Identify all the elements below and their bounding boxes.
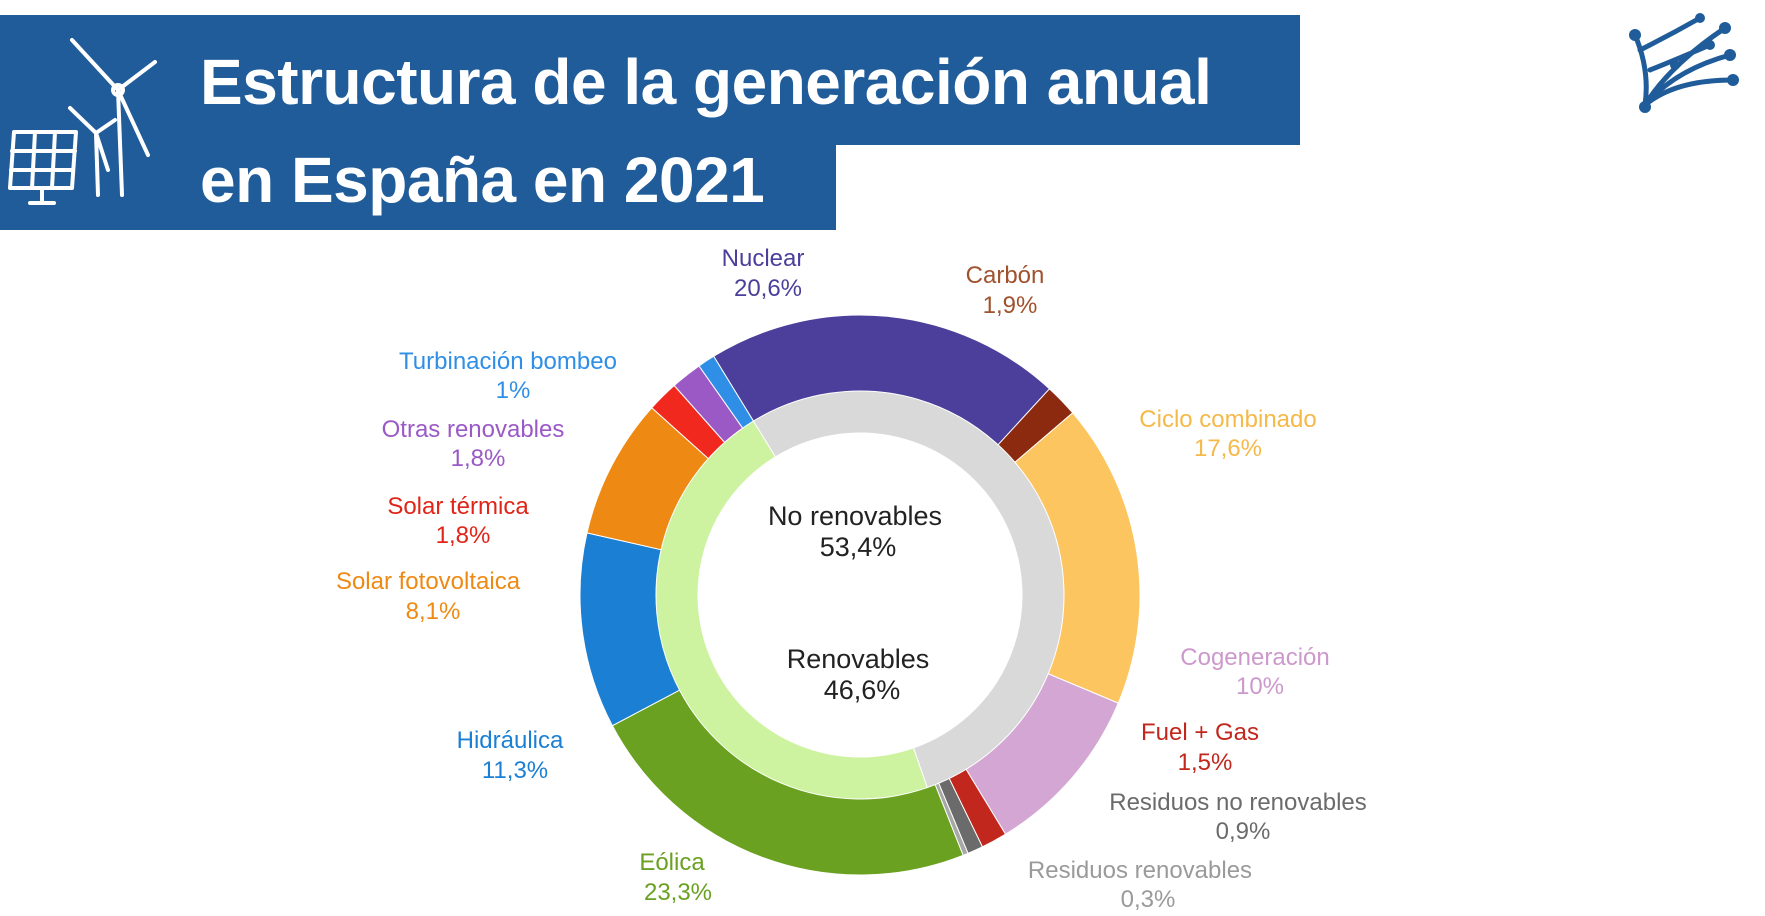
- label-cogeneracion-name: Cogeneración: [1180, 644, 1329, 671]
- label-fuelgas-value: 1,5%: [1178, 749, 1233, 776]
- label-solar-fv-value: 8,1%: [406, 598, 461, 625]
- slice-labels: Nuclear 20,6% Carbón 1,9% Ciclo combinad…: [336, 245, 1367, 913]
- label-solar-termica-name: Solar térmica: [387, 493, 529, 520]
- label-ciclo-name: Ciclo combinado: [1139, 406, 1316, 433]
- label-otras-renov-value: 1,8%: [451, 445, 506, 472]
- label-solar-termica-value: 1,8%: [436, 522, 491, 549]
- center-renovables-value: 46,6%: [824, 675, 901, 705]
- label-residuos-renov-value: 0,3%: [1121, 886, 1176, 913]
- label-hidraulica-value: 11,3%: [482, 757, 548, 784]
- label-cogeneracion-value: 10%: [1236, 673, 1284, 700]
- title-banner-lower: [0, 140, 836, 230]
- page-title-line2: en España en 2021: [200, 144, 765, 216]
- slice-renovables: [655, 420, 928, 800]
- inner-ring: [655, 390, 1065, 800]
- page-title-line1: Estructura de la generación anual: [200, 46, 1212, 118]
- label-residuos-no-renov-name: Residuos no renovables: [1109, 789, 1367, 816]
- label-nuclear-name: Nuclear: [722, 245, 805, 272]
- label-eolica-name: Eólica: [639, 849, 705, 876]
- label-residuos-renov-name: Residuos renovables: [1028, 857, 1252, 884]
- label-turbinacion-value: 1%: [496, 377, 531, 404]
- label-carbon-value: 1,9%: [983, 292, 1038, 319]
- label-residuos-no-renov-value: 0,9%: [1216, 818, 1271, 845]
- wind-turbine-solar-panel-icon: [8, 38, 157, 205]
- label-hidraulica-name: Hidráulica: [457, 727, 564, 754]
- outer-ring: [579, 314, 1141, 876]
- slice-no-renovables: [752, 390, 1065, 789]
- label-nuclear-value: 20,6%: [734, 275, 802, 302]
- label-carbon-name: Carbón: [966, 262, 1045, 289]
- center-no-renovables-value: 53,4%: [820, 532, 897, 562]
- label-fuelgas-name: Fuel + Gas: [1141, 719, 1259, 746]
- label-solar-fv-name: Solar fotovoltaica: [336, 568, 521, 595]
- label-eolica-value: 23,3%: [644, 879, 712, 906]
- label-ciclo-value: 17,6%: [1194, 435, 1262, 462]
- center-renovables-name: Renovables: [787, 644, 930, 674]
- center-no-renovables-name: No renovables: [768, 501, 942, 531]
- label-otras-renov-name: Otras renovables: [382, 416, 565, 443]
- label-turbinacion-name: Turbinación bombeo: [399, 348, 617, 375]
- network-tree-logo-icon: [1629, 13, 1739, 113]
- title-banner: [0, 15, 1300, 145]
